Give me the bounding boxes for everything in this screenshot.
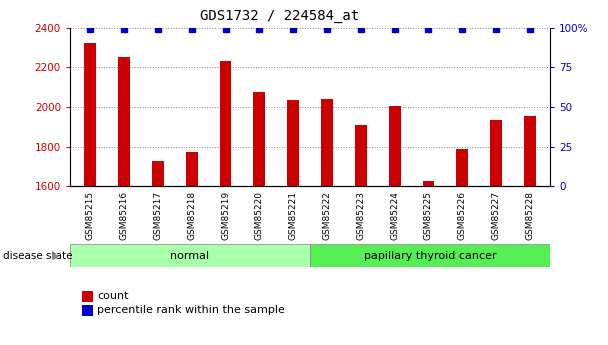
Bar — [219, 61, 232, 186]
Bar — [70, 244, 310, 267]
Bar — [186, 151, 198, 186]
Bar — [490, 120, 502, 186]
Bar — [287, 100, 299, 186]
Text: GSM85228: GSM85228 — [525, 191, 534, 240]
Text: GSM85216: GSM85216 — [120, 191, 128, 240]
Bar — [85, 43, 96, 186]
Text: GDS1732 / 224584_at: GDS1732 / 224584_at — [200, 9, 359, 23]
Bar — [254, 92, 265, 186]
Text: GSM85227: GSM85227 — [492, 191, 500, 240]
Text: normal: normal — [170, 251, 210, 260]
Text: GSM85220: GSM85220 — [255, 191, 264, 240]
Text: GSM85225: GSM85225 — [424, 191, 433, 240]
Text: percentile rank within the sample: percentile rank within the sample — [97, 305, 285, 315]
Text: GSM85217: GSM85217 — [153, 191, 162, 240]
Bar — [321, 99, 333, 186]
Bar — [457, 149, 468, 186]
Text: disease state: disease state — [3, 251, 72, 261]
Text: GSM85224: GSM85224 — [390, 191, 399, 240]
Text: GSM85221: GSM85221 — [289, 191, 298, 240]
Text: ▶: ▶ — [52, 251, 60, 261]
Text: GSM85215: GSM85215 — [86, 191, 95, 240]
Text: papillary thyroid cancer: papillary thyroid cancer — [364, 251, 497, 260]
Bar — [310, 244, 550, 267]
Text: GSM85219: GSM85219 — [221, 191, 230, 240]
Text: GSM85222: GSM85222 — [322, 191, 331, 240]
Text: GSM85226: GSM85226 — [458, 191, 467, 240]
Bar — [355, 125, 367, 186]
Bar — [152, 160, 164, 186]
Text: GSM85218: GSM85218 — [187, 191, 196, 240]
Bar — [118, 57, 130, 186]
Bar — [389, 106, 401, 186]
Text: GSM85223: GSM85223 — [356, 191, 365, 240]
Bar — [524, 116, 536, 186]
Text: count: count — [97, 292, 129, 301]
Bar — [423, 181, 434, 186]
